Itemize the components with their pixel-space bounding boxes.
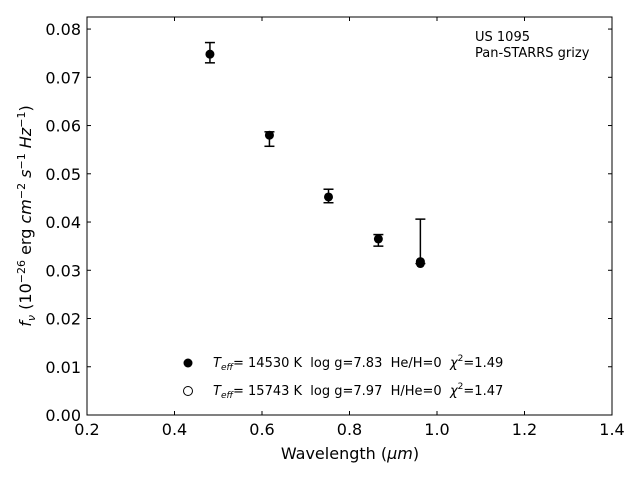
x-tick-label: 1.4	[599, 420, 624, 439]
legend-label-1: Teff= 14530 K log g=7.83 He/H=0 χ2=1.49	[213, 354, 503, 373]
annotation-survey: Pan-STARRS grizy	[475, 46, 590, 61]
y-tick-label: 0.02	[45, 310, 81, 329]
axis-ticks: 0.2 0.4 0.6 0.8 1.0 1.2 1.4 0.00 0.01 0.02 0.03 0.0…	[45, 17, 625, 439]
legend-marker-filled	[183, 358, 193, 368]
x-tick-label: 0.4	[162, 420, 187, 439]
y-tick-label: 0.04	[45, 213, 81, 232]
data-point	[205, 49, 215, 59]
legend-label-2: Teff= 15743 K log g=7.97 H/He=0 χ2=1.47	[213, 382, 503, 401]
x-tick-label: 1.2	[512, 420, 537, 439]
y-tick-label: 0.01	[45, 358, 81, 377]
model-point	[415, 257, 425, 267]
y-tick-label: 0.07	[45, 68, 81, 87]
data-point	[264, 130, 274, 140]
x-axis-label: Wavelength (μm)	[281, 444, 419, 463]
data-markers	[205, 49, 425, 269]
x-tick-label: 1.0	[424, 420, 449, 439]
plot-area	[86, 16, 613, 416]
y-tick-label: 0.03	[45, 261, 81, 280]
legend: Teff= 14530 K log g=7.83 He/H=0 χ2=1.49 …	[183, 354, 503, 401]
x-tick-label: 0.8	[337, 420, 362, 439]
x-tick-label: 0.6	[249, 420, 274, 439]
y-tick-label: 0.06	[45, 117, 81, 136]
legend-marker-open	[183, 386, 193, 396]
x-tick-label: 0.2	[74, 420, 99, 439]
y-tick-label: 0.00	[45, 406, 81, 425]
data-point	[324, 192, 333, 202]
y-axis-label: fν (10−26 erg cm−2 s−1 Hz−1)	[15, 105, 38, 326]
y-tick-label: 0.05	[45, 165, 81, 184]
data-point	[373, 234, 383, 244]
y-tick-label: 0.08	[45, 20, 81, 39]
annotation-object: US 1095	[475, 30, 530, 45]
